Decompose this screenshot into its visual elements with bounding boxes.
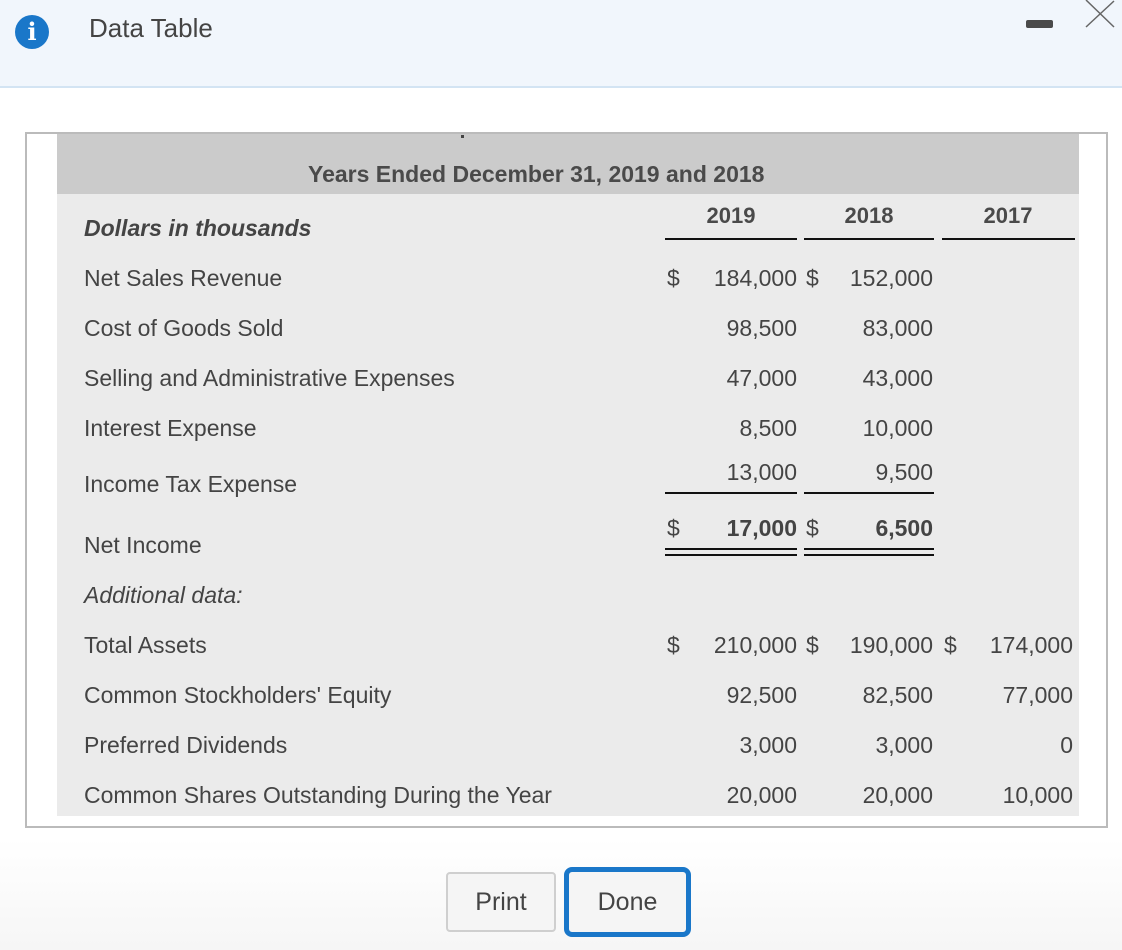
dialog-titlebar: i Data Table (0, 0, 1122, 88)
subtotal-rule-2018 (804, 492, 934, 494)
header-underline-2017 (942, 238, 1075, 240)
cell-2018: 20,000 (862, 782, 933, 808)
cell-2019: 13,000 (726, 459, 797, 485)
table-row: Cost of Goods Sold 98,500 83,000 (57, 314, 1079, 344)
currency-symbol: $ (806, 515, 819, 541)
cell-2019: 17,000 (726, 515, 797, 541)
cell-2019: 8,500 (739, 415, 797, 441)
cell-2019: 3,000 (739, 732, 797, 758)
cell-2017: 10,000 (1002, 782, 1073, 808)
total-double-rule-2018-top (804, 548, 934, 550)
cell-2018: 3,000 (875, 732, 933, 758)
currency-symbol: $ (806, 265, 819, 291)
subtotal-rule-2019 (665, 492, 797, 494)
done-button[interactable]: Done (564, 867, 691, 937)
row-label: Income Tax Expense (84, 471, 298, 497)
total-double-rule-2018-bottom (804, 554, 934, 556)
cell-2017: 174,000 (989, 632, 1073, 658)
currency-symbol: $ (667, 515, 680, 541)
table-row: Total Assets $ 210,000 $ 190,000 $ 174,0… (57, 631, 1079, 661)
column-header-2017: 2017 (983, 203, 1033, 228)
column-header-2018: 2018 (844, 203, 894, 228)
cell-2017: 0 (1060, 732, 1073, 758)
row-label: Interest Expense (84, 415, 257, 441)
cell-2019: 184,000 (713, 265, 797, 291)
units-label: Dollars in thousands (84, 215, 312, 241)
dialog-title: Data Table (89, 13, 213, 43)
row-label: Net Income (84, 532, 202, 558)
cell-2018: 10,000 (862, 415, 933, 441)
close-button[interactable] (1084, 0, 1116, 28)
info-icon: i (15, 15, 49, 49)
column-header-2019: 2019 (706, 203, 756, 228)
header-underline-2019 (665, 238, 797, 240)
close-icon (1085, 0, 1115, 28)
currency-symbol: $ (944, 632, 957, 658)
cell-2018: 190,000 (849, 632, 933, 658)
row-label: Total Assets (84, 632, 207, 658)
currency-symbol: $ (667, 632, 680, 658)
data-table: Years Ended December 31, 2019 and 2018 D… (57, 134, 1079, 816)
table-row: Income Tax Expense 13,000 9,500 (57, 458, 1079, 508)
row-label: Common Shares Outstanding During the Yea… (84, 782, 552, 808)
row-label: Common Stockholders' Equity (84, 682, 392, 708)
cell-2019: 20,000 (726, 782, 797, 808)
cell-2019: 47,000 (726, 365, 797, 391)
table-row: Net Income $ 17,000 $ 6,500 (57, 514, 1079, 564)
print-button[interactable]: Print (446, 872, 556, 932)
minimize-icon (1026, 20, 1053, 28)
currency-symbol: $ (667, 265, 680, 291)
cell-2019: 210,000 (713, 632, 797, 658)
table-row: Selling and Administrative Expenses 47,0… (57, 364, 1079, 394)
table-row: Common Stockholders' Equity 92,500 82,50… (57, 681, 1079, 711)
header-underline-2018 (804, 238, 934, 240)
total-double-rule-2019-bottom (665, 554, 797, 556)
cell-2018: 6,500 (875, 515, 933, 541)
cell-2018: 152,000 (849, 265, 933, 291)
additional-data-label: Additional data: (84, 582, 243, 608)
currency-symbol: $ (806, 632, 819, 658)
table-row: Preferred Dividends 3,000 3,000 0 (57, 731, 1079, 761)
cell-2019: 92,500 (726, 682, 797, 708)
cell-2017: 77,000 (1002, 682, 1073, 708)
row-label: Preferred Dividends (84, 732, 288, 758)
table-row: Net Sales Revenue $ 184,000 $ 152,000 (57, 264, 1079, 294)
dialog-footer (0, 838, 1122, 950)
row-label: Cost of Goods Sold (84, 315, 284, 341)
table-header-band: Years Ended December 31, 2019 and 2018 (57, 134, 1079, 194)
header-dot (461, 135, 464, 138)
period-title: Years Ended December 31, 2019 and 2018 (308, 161, 765, 187)
cell-2018: 43,000 (862, 365, 933, 391)
cell-2019: 98,500 (726, 315, 797, 341)
table-row: Interest Expense 8,500 10,000 (57, 414, 1079, 444)
data-table-frame: Years Ended December 31, 2019 and 2018 D… (25, 132, 1108, 828)
cell-2018: 83,000 (862, 315, 933, 341)
minimize-button[interactable] (1026, 19, 1056, 29)
table-row: Common Shares Outstanding During the Yea… (57, 781, 1079, 811)
total-double-rule-2019-top (665, 548, 797, 550)
cell-2018: 82,500 (862, 682, 933, 708)
cell-2018: 9,500 (875, 459, 933, 485)
row-label: Net Sales Revenue (84, 265, 283, 291)
row-label: Selling and Administrative Expenses (84, 365, 455, 391)
